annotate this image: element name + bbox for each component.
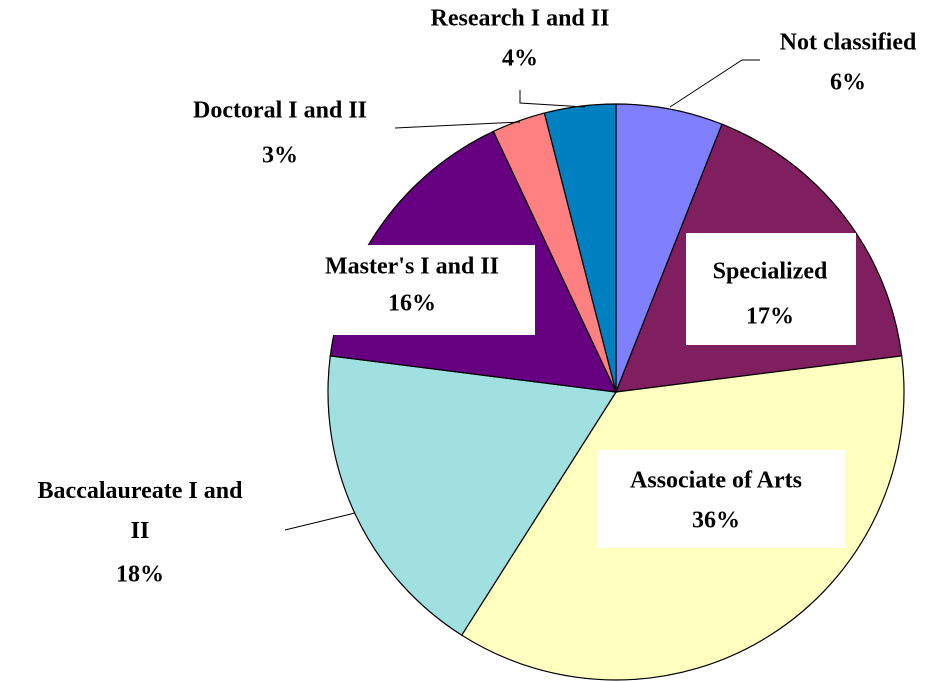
label-box bbox=[686, 233, 856, 345]
leader-line bbox=[284, 512, 356, 531]
value-label: 3% bbox=[262, 143, 298, 169]
category-label: Specialized bbox=[713, 259, 828, 285]
labels: Not classified 6% Specialized 17% Associate … bbox=[38, 6, 917, 588]
value-label: 36% bbox=[692, 508, 740, 534]
leader-line bbox=[519, 90, 586, 108]
category-label: Research I and II bbox=[431, 6, 610, 32]
pie bbox=[327, 103, 905, 681]
label-box bbox=[597, 450, 845, 548]
category-label: Doctoral I and II bbox=[193, 98, 367, 124]
value-label: 4% bbox=[502, 46, 538, 72]
value-label: 16% bbox=[388, 291, 436, 317]
value-label: 17% bbox=[746, 304, 794, 330]
category-label: Baccalaureate I and II bbox=[38, 478, 244, 544]
category-label: Master's I and II bbox=[325, 254, 499, 280]
category-label: Associate of Arts bbox=[630, 468, 802, 494]
value-label: 6% bbox=[830, 70, 866, 96]
leader-line bbox=[394, 121, 521, 129]
value-label: 18% bbox=[116, 562, 164, 588]
pie-slice bbox=[327, 355, 618, 636]
label-box bbox=[333, 245, 535, 335]
leader-line bbox=[669, 59, 760, 108]
category-label: Not classified bbox=[780, 30, 917, 56]
